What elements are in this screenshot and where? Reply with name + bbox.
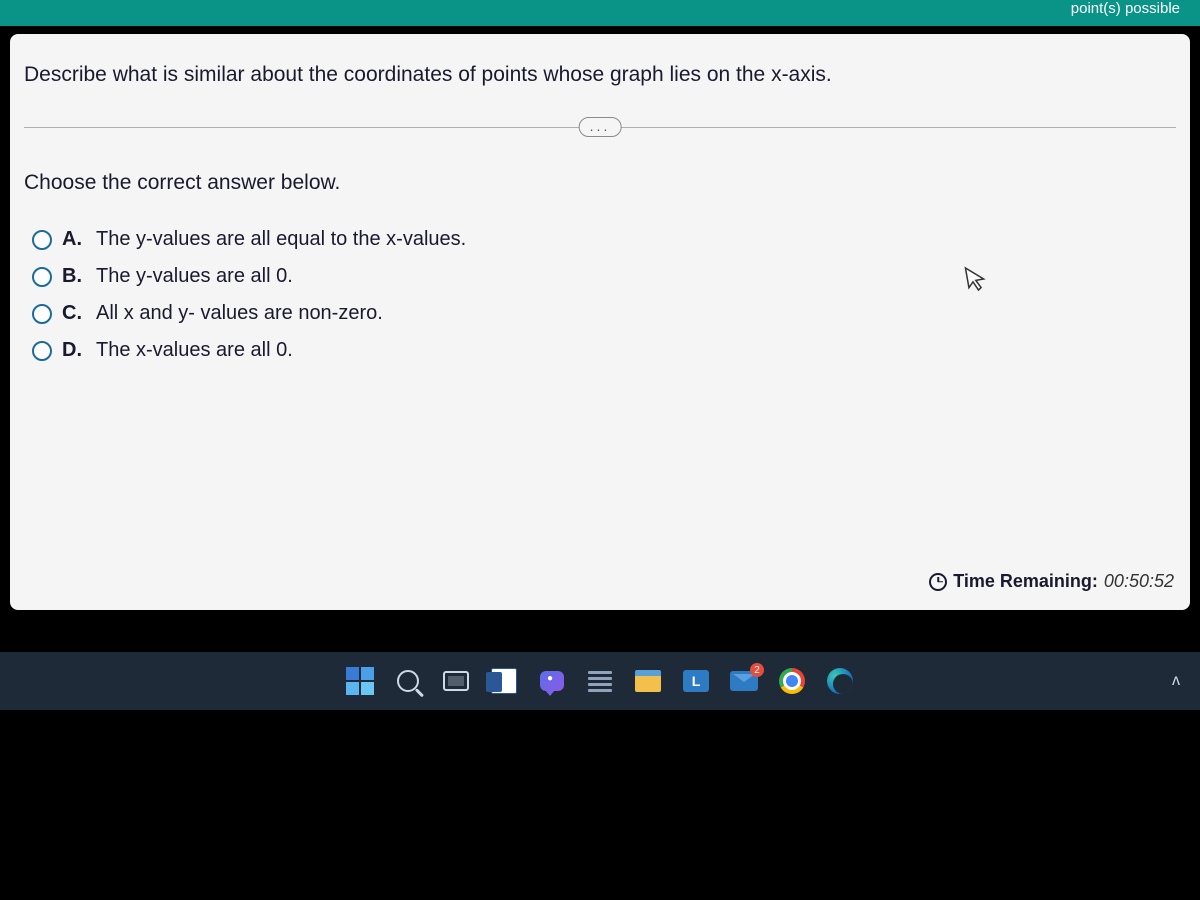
chrome-app[interactable] xyxy=(775,664,809,698)
letterbox-bottom xyxy=(0,710,1200,900)
option-letter: B. xyxy=(62,265,86,288)
file-explorer[interactable] xyxy=(631,664,665,698)
radio-c[interactable] xyxy=(32,304,52,324)
option-text: The y-values are all 0. xyxy=(96,265,293,288)
option-letter: A. xyxy=(62,228,86,251)
quiz-card: Describe what is similar about the coord… xyxy=(10,34,1190,610)
clock-icon xyxy=(929,573,947,591)
l-app[interactable]: L xyxy=(679,664,713,698)
chrome-icon xyxy=(779,668,805,694)
points-possible-text: point(s) possible xyxy=(1071,0,1180,17)
radio-d[interactable] xyxy=(32,341,52,361)
l-icon: L xyxy=(683,670,709,692)
question-divider: ... xyxy=(24,117,1176,137)
windows-taskbar: L ʌ xyxy=(0,652,1200,710)
start-button[interactable] xyxy=(343,664,377,698)
tray-chevron-icon[interactable]: ʌ xyxy=(1172,672,1180,690)
chat-app[interactable] xyxy=(535,664,569,698)
instructions-text: Choose the correct answer below. xyxy=(10,137,1190,213)
edge-app[interactable] xyxy=(823,664,857,698)
option-a[interactable]: A. The y-values are all equal to the x-v… xyxy=(32,221,1176,258)
folder-icon xyxy=(635,670,661,692)
option-letter: C. xyxy=(62,302,86,325)
option-letter: D. xyxy=(62,339,86,362)
question-prompt: Describe what is similar about the coord… xyxy=(10,34,1190,109)
radio-b[interactable] xyxy=(32,267,52,287)
option-text: The x-values are all 0. xyxy=(96,339,293,362)
task-view-button[interactable] xyxy=(439,664,473,698)
time-label: Time Remaining: xyxy=(953,571,1098,592)
search-icon xyxy=(397,670,419,692)
word-icon xyxy=(491,668,517,694)
list-app[interactable] xyxy=(583,664,617,698)
mail-app[interactable] xyxy=(727,664,761,698)
options-group: A. The y-values are all equal to the x-v… xyxy=(10,213,1190,369)
search-button[interactable] xyxy=(391,664,425,698)
time-value: 00:50:52 xyxy=(1104,571,1174,592)
word-app[interactable] xyxy=(487,664,521,698)
option-text: All x and y- values are non-zero. xyxy=(96,302,383,325)
mail-icon xyxy=(730,671,758,691)
more-options-pill[interactable]: ... xyxy=(579,117,622,137)
option-b[interactable]: B. The y-values are all 0. xyxy=(32,258,1176,295)
time-remaining: Time Remaining: 00:50:52 xyxy=(929,571,1174,592)
chat-icon xyxy=(540,671,564,691)
windows-icon xyxy=(346,667,374,695)
header-bar: point(s) possible xyxy=(0,0,1200,26)
radio-a[interactable] xyxy=(32,230,52,250)
option-c[interactable]: C. All x and y- values are non-zero. xyxy=(32,295,1176,332)
list-icon xyxy=(588,669,612,693)
option-d[interactable]: D. The x-values are all 0. xyxy=(32,332,1176,369)
task-view-icon xyxy=(443,671,469,691)
option-text: The y-values are all equal to the x-valu… xyxy=(96,228,466,251)
edge-icon xyxy=(827,668,853,694)
